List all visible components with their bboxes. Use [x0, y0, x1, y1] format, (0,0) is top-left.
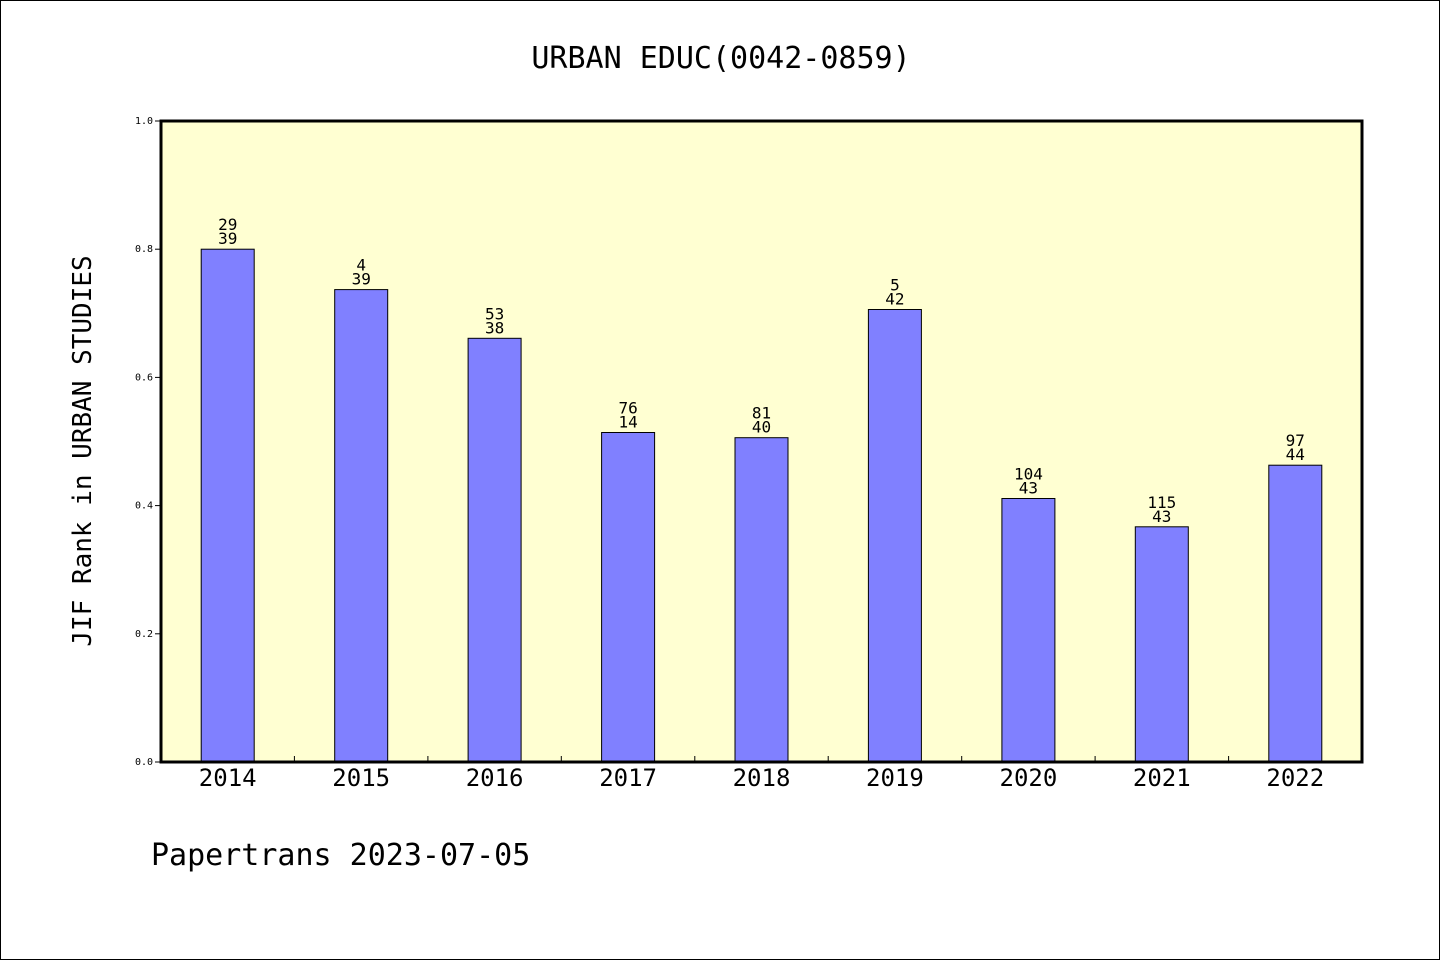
bars-group: [200, 248, 1323, 763]
bar-label-top-2017: 76: [618, 399, 637, 418]
y-tick-label: 0.4: [135, 501, 153, 512]
y-tick-label: 0.2: [135, 629, 153, 640]
bar-2021: [1134, 526, 1189, 763]
y-axis: 0.0 0.2 0.4 0.6 0.8 1.0: [135, 116, 161, 768]
bar-label-top-2018: 81: [752, 404, 771, 423]
x-tick-label-2022: 2022: [1266, 764, 1324, 792]
x-tick-label-2021: 2021: [1133, 764, 1191, 792]
x-tick-label-2018: 2018: [733, 764, 791, 792]
bar-2014: [200, 248, 255, 763]
bar-label-top-2019: 5: [890, 276, 900, 295]
bar-label-top-2020: 104: [1014, 465, 1043, 484]
y-axis-label: JIF Rank in URBAN STUDIES: [68, 255, 98, 646]
bar-2015: [334, 289, 389, 763]
plot-border: [159, 119, 1364, 764]
bar-label-top-2022: 97: [1286, 431, 1305, 450]
x-tick-label-2014: 2014: [199, 764, 257, 792]
x-tick-label-2020: 2020: [1000, 764, 1058, 792]
bar-label-bottom-2018: 40: [752, 418, 771, 437]
bar-2022: [1268, 464, 1323, 763]
bar-2019: [867, 309, 922, 763]
bar-2020: [1001, 498, 1056, 763]
bar-label-bottom-2017: 14: [618, 413, 637, 432]
bar-label-bottom-2015: 39: [352, 270, 371, 289]
y-tick-label: 0.6: [135, 372, 153, 383]
x-tick-label-2017: 2017: [599, 764, 657, 792]
bar-2016: [467, 337, 522, 763]
x-axis: 2014 2015 2016 2017 2018 2019 2020 2021 2022: [199, 756, 1324, 792]
bar-label-bottom-2021: 43: [1152, 507, 1171, 526]
x-tick-label-2019: 2019: [866, 764, 924, 792]
bar-label-top-2021: 115: [1147, 493, 1176, 512]
chart-title: URBAN EDUC(0042-0859): [531, 41, 910, 76]
bar-label-bottom-2019: 42: [885, 290, 904, 309]
bar-label-top-2014: 29: [218, 215, 237, 234]
bar-label-bottom-2014: 39: [218, 229, 237, 248]
bar-label-bottom-2020: 43: [1019, 479, 1038, 498]
bar-2017: [601, 432, 656, 763]
bar-label-bottom-2016: 38: [485, 318, 504, 337]
y-tick-label: 0.0: [135, 757, 153, 768]
x-tick-label-2016: 2016: [466, 764, 524, 792]
bar-2018: [734, 437, 789, 763]
bar-label-bottom-2022: 44: [1286, 445, 1305, 464]
x-tick-label-2015: 2015: [332, 764, 390, 792]
bar-label-top-2015: 4: [356, 256, 366, 275]
y-tick-label: 0.8: [135, 244, 153, 255]
y-tick-label: 1.0: [135, 116, 153, 127]
bar-label-top-2016: 53: [485, 304, 504, 323]
footer-text: Papertrans 2023-07-05: [151, 838, 530, 873]
